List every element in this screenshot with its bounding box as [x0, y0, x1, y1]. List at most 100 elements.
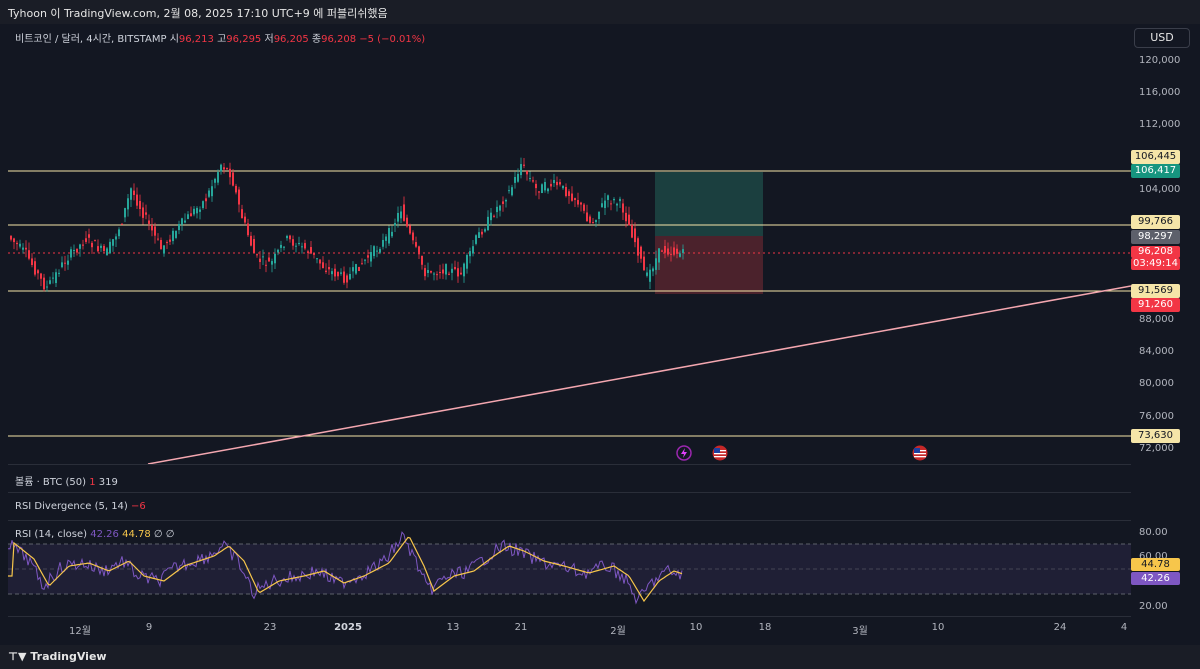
candle-body	[217, 172, 219, 183]
candle-body	[421, 255, 423, 265]
candle-body	[124, 208, 126, 218]
volume-legend: 볼륨 · BTC (50) 1 319	[15, 473, 118, 488]
candle-body	[352, 267, 354, 272]
time-axis[interactable]	[8, 616, 1131, 645]
take-profit-zone[interactable]	[655, 172, 763, 236]
candle-body	[262, 256, 264, 258]
candle-body	[541, 184, 543, 193]
candle-body	[250, 235, 252, 246]
candle-body	[676, 248, 678, 254]
candle-body	[88, 234, 90, 238]
candle-body	[76, 248, 78, 253]
candle-body	[196, 207, 198, 214]
candle-body	[667, 248, 669, 255]
candle-body	[556, 181, 558, 186]
candle-body	[304, 243, 306, 249]
candle-body	[259, 258, 261, 263]
candle-body	[373, 246, 375, 257]
rsi-tick: 80.00	[1139, 527, 1168, 538]
candle-body	[58, 272, 60, 274]
price-tick: 112,000	[1139, 119, 1181, 130]
currency-button[interactable]: USD	[1134, 28, 1190, 48]
price-chart[interactable]	[8, 24, 1131, 464]
candle-body	[310, 247, 312, 254]
candle-body	[637, 238, 639, 256]
candle-body	[670, 253, 672, 255]
candle-body	[61, 262, 63, 268]
rsi-divergence-panel[interactable]	[8, 492, 1131, 521]
price-tick: 104,000	[1139, 184, 1181, 195]
price-tick: 88,000	[1139, 314, 1174, 325]
candle-body	[490, 212, 492, 221]
candle-body	[406, 217, 408, 227]
candle-body	[340, 272, 342, 274]
candle-body	[427, 269, 429, 273]
us-flag-icon[interactable]	[712, 445, 728, 461]
candle-body	[610, 203, 612, 205]
rsi-chart[interactable]	[8, 521, 1131, 616]
candle-body	[529, 178, 531, 180]
candle-body	[70, 249, 72, 258]
candle-body	[355, 264, 357, 274]
candle-body	[385, 236, 387, 241]
candle-body	[283, 246, 285, 248]
candle-body	[559, 182, 561, 185]
lightning-icon[interactable]	[676, 445, 692, 461]
candle-body	[67, 260, 69, 265]
candle-body	[502, 201, 504, 204]
candle-body	[655, 258, 657, 270]
trend-line[interactable]	[147, 285, 1131, 464]
candle-body	[337, 271, 339, 277]
candle-body	[403, 204, 405, 221]
volume-panel[interactable]	[8, 464, 1131, 493]
time-tick: 21	[514, 622, 528, 633]
candle-body	[331, 271, 333, 275]
candle-body	[505, 199, 507, 202]
candle-body	[298, 243, 300, 245]
candle-body	[79, 244, 81, 249]
candle-body	[187, 214, 189, 220]
bar-countdown: 03:49:14	[1131, 258, 1180, 270]
candle-body	[82, 244, 84, 246]
price-tag-91569: 91,569	[1131, 284, 1180, 298]
volume-value-2: 319	[98, 477, 118, 488]
rsi-ma-tag: 44.78	[1131, 558, 1180, 571]
candle-body	[496, 206, 498, 213]
candle-body	[52, 277, 54, 279]
tradingview-logo[interactable]: ⊤▼ TradingView	[8, 650, 107, 663]
price-tick: 120,000	[1139, 55, 1181, 66]
candle-body	[295, 245, 297, 247]
candle-body	[10, 235, 12, 240]
candle-body	[436, 274, 438, 276]
candle-body	[460, 272, 462, 275]
price-axis[interactable]	[1131, 24, 1200, 634]
footer-bar: ⊤▼ TradingView	[0, 645, 1200, 669]
candle-body	[313, 252, 315, 255]
rsi-ma-value: 44.78	[122, 529, 151, 540]
candle-body	[226, 168, 228, 170]
candle-body	[454, 266, 456, 270]
candle-body	[652, 268, 654, 272]
candle-body	[631, 224, 633, 238]
candle-body	[439, 272, 441, 274]
candle-body	[547, 188, 549, 192]
stop-loss-zone[interactable]	[655, 236, 763, 294]
candle-body	[142, 207, 144, 218]
candle-body	[85, 238, 87, 242]
candle-body	[484, 229, 486, 232]
candle-body	[13, 238, 15, 243]
candle-body	[16, 242, 18, 245]
candle-body	[148, 220, 150, 224]
candle-body	[112, 239, 114, 246]
brand-name: TradingView	[30, 650, 107, 663]
candle-body	[31, 258, 33, 266]
time-tick: 12월	[69, 626, 91, 637]
divergence-value: −6	[131, 501, 146, 512]
time-tick: 4	[1120, 622, 1128, 633]
candle-body	[172, 230, 174, 242]
candle-body	[190, 213, 192, 217]
price-tag-stop-loss: 91,260	[1131, 298, 1180, 312]
tradingview-logo-icon: ⊤▼	[8, 650, 27, 663]
us-flag-icon[interactable]	[912, 445, 928, 461]
price-tick: 80,000	[1139, 378, 1174, 389]
